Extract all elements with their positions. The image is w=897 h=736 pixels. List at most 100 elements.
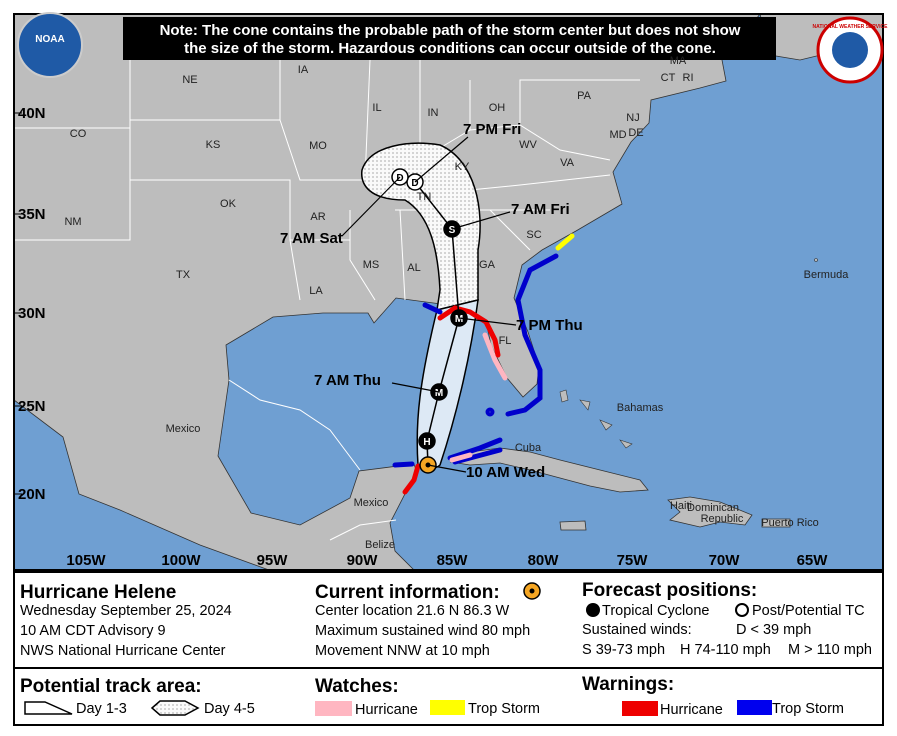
lon-label: 95W [257, 552, 289, 569]
place-label: OH [489, 102, 506, 114]
puerto-rico [761, 518, 791, 528]
forecast-time: 7 AM Thu [314, 372, 381, 389]
place-label: MA [670, 55, 687, 67]
lat-label: 25N [18, 398, 46, 415]
place-label: Republic [701, 513, 744, 525]
place-label: CO [70, 128, 87, 140]
day13-label: Day 1-3 [76, 701, 127, 717]
wind-s: S 39-73 mph [582, 642, 665, 658]
leader-line [414, 136, 469, 183]
watch-hurricane: Hurricane [355, 702, 418, 718]
place-label: SC [526, 229, 541, 241]
place-label: RI [683, 72, 694, 84]
lon-label: 70W [709, 552, 741, 569]
forecast-point [418, 432, 436, 450]
place-label: FL [499, 335, 512, 347]
lat-label: 35N [18, 206, 46, 223]
lat-label: 20N [18, 486, 46, 503]
watch-storm-swatch [430, 700, 465, 715]
place-label: OK [220, 198, 237, 210]
lon-label: 105W [66, 552, 106, 569]
place-label: KS [206, 139, 221, 151]
forecast-letter: M [455, 314, 463, 325]
advisory: 10 AM CDT Advisory 9 [20, 623, 166, 639]
place-label: Cuba [515, 442, 542, 454]
place-label: IA [298, 64, 309, 76]
place-label: GA [479, 259, 496, 271]
lon-label: 65W [797, 552, 829, 569]
place-label: Haiti [670, 500, 692, 512]
place-label: CT [661, 72, 676, 84]
warnings [392, 233, 575, 495]
forecast-time: 10 AM Wed [466, 464, 545, 481]
warn-hurricane: Hurricane [660, 702, 723, 718]
lon-label: 80W [528, 552, 560, 569]
warn-storm-swatch [737, 700, 772, 715]
map-frame [13, 13, 884, 571]
map [14, 14, 883, 570]
warnings-title: Warnings: [582, 674, 674, 695]
legend-panel: Hurricane Helene Wednesday September 25,… [13, 571, 884, 726]
wind-m: M > 110 mph [788, 642, 872, 658]
warn-hurricane-swatch [622, 701, 658, 716]
forecast-letter: D [396, 173, 403, 184]
place-label: Dominican [687, 502, 739, 514]
current-title: Current information: [315, 582, 500, 603]
place-label: MD [609, 129, 626, 141]
place-label: MS [363, 259, 380, 271]
place-label: NM [64, 216, 81, 228]
warn-storm: Trop Storm [772, 701, 844, 717]
note-line: the size of the storm. Hazardous conditi… [184, 40, 716, 57]
cuba [449, 447, 649, 493]
wind: Maximum sustained wind 80 mph [315, 623, 530, 639]
place-label: IL [372, 102, 381, 114]
movement: Movement NNW at 10 mph [315, 643, 490, 659]
place-label: Belize [365, 539, 395, 551]
place-label: Mexico [354, 497, 389, 509]
current-icon-dot [529, 588, 535, 594]
place-label: NJ [626, 112, 639, 124]
forecast-time: 7 AM Fri [511, 201, 570, 218]
watch-hurricane-swatch [315, 701, 352, 716]
place-label: TN [417, 191, 432, 203]
leader-line [451, 211, 511, 230]
leader-line [391, 382, 440, 393]
wind-d: D < 39 mph [736, 622, 811, 638]
note-line: Note: The cone contains the probable pat… [160, 22, 741, 39]
forecast-time: 7 AM Sat [280, 230, 343, 247]
watch-storm: Trop Storm [468, 701, 540, 717]
place-label: NE [182, 74, 197, 86]
watches-title: Watches: [315, 676, 399, 697]
source: NWS National Hurricane Center [20, 643, 226, 659]
forecast-title: Forecast positions: [582, 580, 757, 601]
lon-label: 85W [437, 552, 469, 569]
place-label: Mexico [166, 423, 201, 435]
day13-icon [24, 701, 73, 715]
place-label: Bermuda [804, 269, 850, 281]
forecast-time: 7 PM Fri [463, 121, 521, 138]
day45-label: Day 4-5 [204, 701, 255, 717]
noaa-text: NOAA [35, 34, 64, 45]
bahamas [559, 389, 633, 449]
place-label: IN [428, 107, 439, 119]
place-label: AR [310, 211, 325, 223]
storm-name: Hurricane Helene [20, 582, 176, 603]
forecast-letter: S [449, 225, 456, 236]
place-label: WV [519, 139, 537, 151]
leader-line [341, 176, 401, 237]
lat-label: 40N [18, 105, 46, 122]
place-label: PA [577, 90, 592, 102]
place-label: MO [309, 140, 327, 152]
lon-label: 75W [617, 552, 649, 569]
tropical-label: Tropical Cyclone [602, 603, 709, 619]
storm-date: Wednesday September 25, 2024 [20, 603, 232, 619]
post-icon [735, 603, 749, 617]
lat-label: 30N [18, 305, 46, 322]
jamaica [559, 520, 587, 531]
forecast-letter: H [423, 437, 430, 448]
place-label: Bahamas [617, 402, 664, 414]
leader-line [427, 464, 467, 473]
note-box [123, 17, 776, 60]
place-label: LA [309, 285, 323, 297]
